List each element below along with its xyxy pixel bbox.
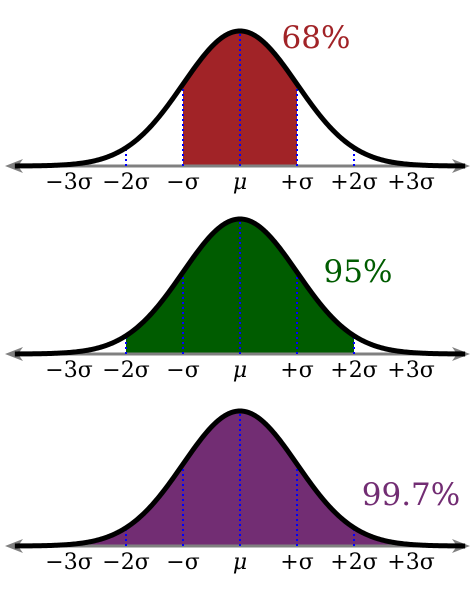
tick-label: μ <box>233 358 247 383</box>
tick-label: −2σ <box>102 170 149 195</box>
shaded-area <box>69 411 411 546</box>
tick-label: +2σ <box>330 170 377 195</box>
bell-curve <box>13 216 467 357</box>
percent-label: 68% <box>282 20 351 56</box>
shaded-area <box>183 31 297 166</box>
shaded-area <box>126 219 354 354</box>
tick-label: μ <box>233 170 247 195</box>
tick-label: +3σ <box>387 170 434 195</box>
tick-label: +σ <box>280 170 313 195</box>
tick-label: +σ <box>280 550 313 575</box>
panel-95-percent: −3σ −2σ −σ μ +σ +2σ +3σ 95% <box>5 216 470 383</box>
tick-label: −σ <box>166 170 199 195</box>
tick-label: −σ <box>166 358 199 383</box>
tick-label: −3σ <box>45 358 92 383</box>
tick-label: −3σ <box>45 550 92 575</box>
tick-label: +2σ <box>330 550 377 575</box>
bell-curve <box>13 408 467 549</box>
tick-label: −σ <box>166 550 199 575</box>
bell-curve <box>13 28 467 169</box>
tick-label: +3σ <box>387 550 434 575</box>
tick-label: −2σ <box>102 358 149 383</box>
percent-label: 95% <box>324 254 393 290</box>
tick-label: +2σ <box>330 358 377 383</box>
tick-label: +σ <box>280 358 313 383</box>
tick-label: −3σ <box>45 170 92 195</box>
axis-arrow-left <box>5 159 23 173</box>
panel-68-percent: −3σ −2σ −σ μ +σ +2σ +3σ 68% <box>5 20 470 195</box>
axis-arrow-left <box>5 347 23 361</box>
panel-99-7-percent: −3σ −2σ −σ μ +σ +2σ +3σ 99.7% <box>5 408 470 575</box>
tick-label: −2σ <box>102 550 149 575</box>
tick-label: μ <box>233 550 247 575</box>
tick-label: +3σ <box>387 358 434 383</box>
percent-label: 99.7% <box>362 477 460 513</box>
axis-arrow-left <box>5 539 23 553</box>
